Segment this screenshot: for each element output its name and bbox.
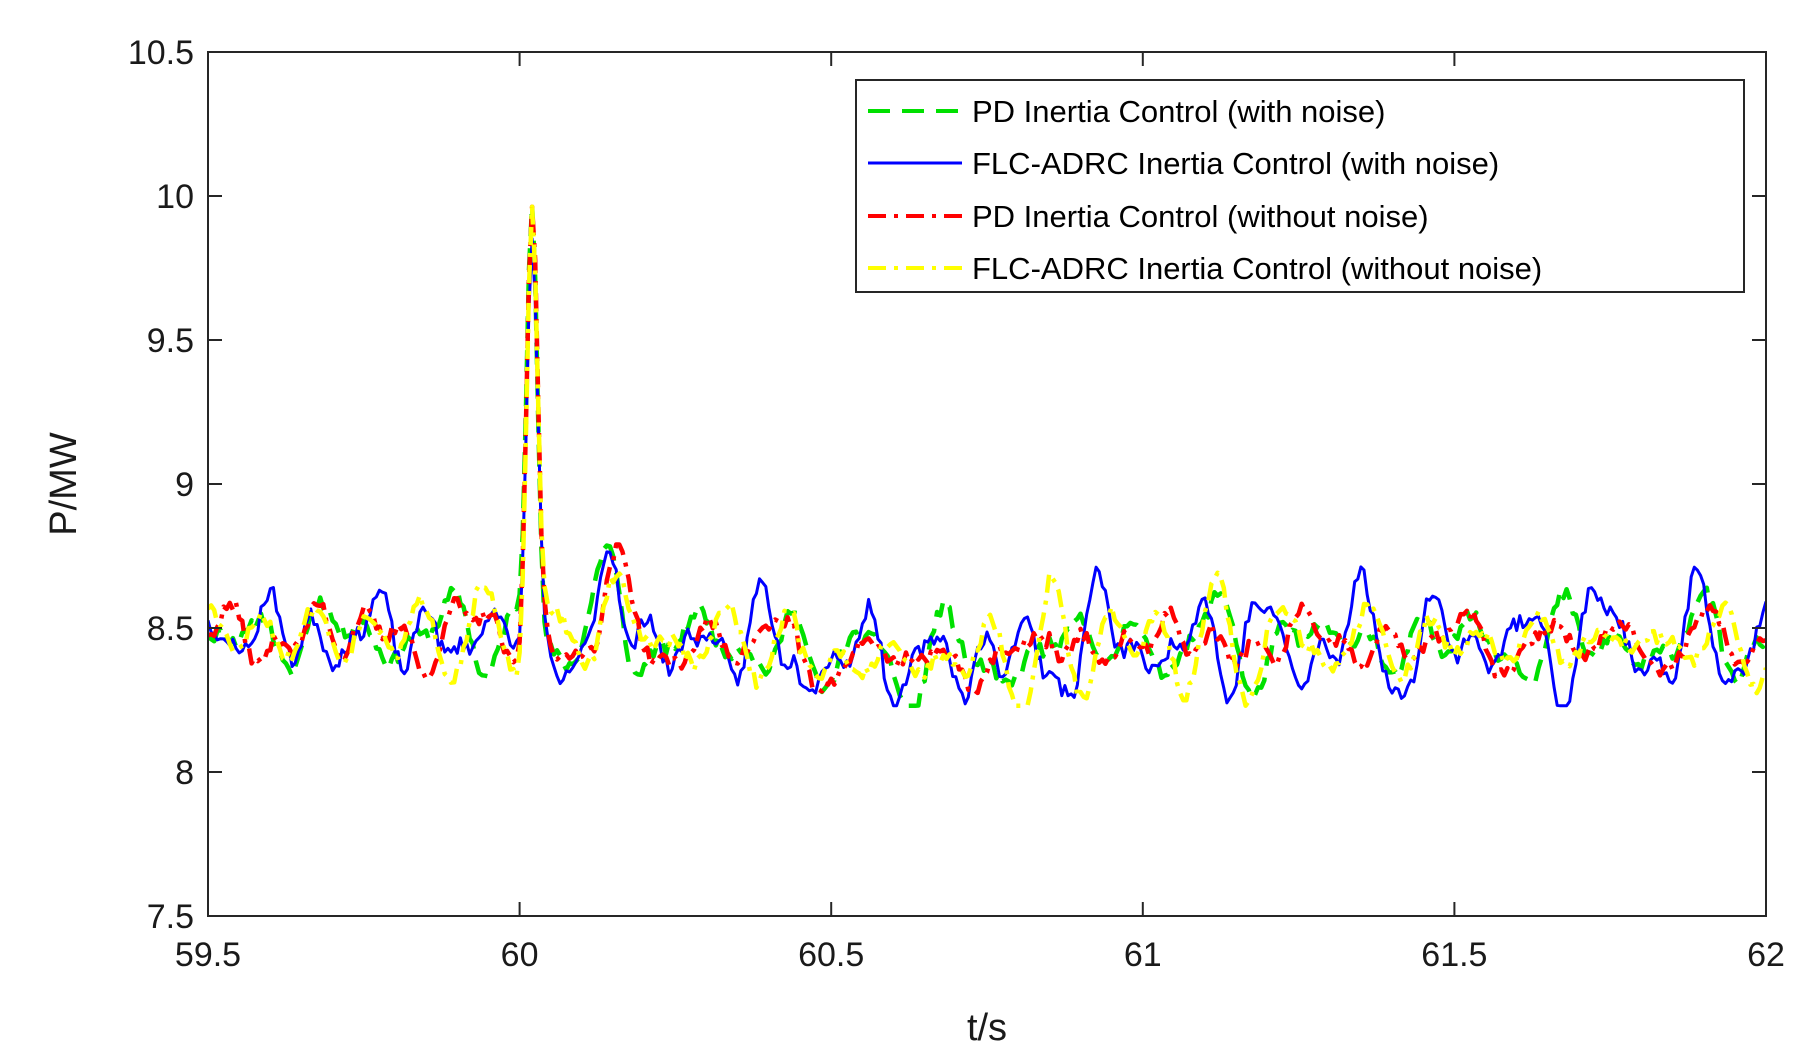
ticks-layer: 59.5 60 60.5 61 61.5 62 7.5 8 8.5 9 9.5 10 10.5 [128,34,1785,974]
x-tick-label: 60 [501,936,539,974]
series-line-1 [208,237,1766,708]
series-layer [208,202,1766,709]
y-tick-label: 10.5 [128,34,194,72]
legend-label-flc-adrc-without-noise: FLC-ADRC Inertia Control (without noise) [972,251,1542,286]
y-tick-label: 9.5 [147,322,194,360]
x-axis-label: t/s [967,1007,1007,1049]
legend-label-pd-without-noise: PD Inertia Control (without noise) [972,199,1429,234]
series-line-2 [208,204,1766,696]
x-tick-label: 61 [1124,936,1162,974]
x-tick-label: 59.5 [175,936,241,974]
x-tick-label: 61.5 [1421,936,1487,974]
series-line-3 [208,204,1766,709]
y-tick-label: 8.5 [147,610,194,648]
legend: PD Inertia Control (with noise) FLC-ADRC… [855,79,1745,293]
legend-box [855,79,1745,293]
x-tick-label: 62 [1747,936,1785,974]
legend-label-pd-with-noise: PD Inertia Control (with noise) [972,94,1386,129]
y-tick-label: 8 [175,754,194,792]
y-tick-label: 7.5 [147,898,194,936]
y-tick-label: 10 [156,178,194,216]
x-tick-label: 60.5 [798,936,864,974]
y-tick-label: 9 [175,466,194,504]
legend-label-flc-adrc-with-noise: FLC-ADRC Inertia Control (with noise) [972,146,1499,181]
y-axis-label: P/MW [43,432,85,536]
